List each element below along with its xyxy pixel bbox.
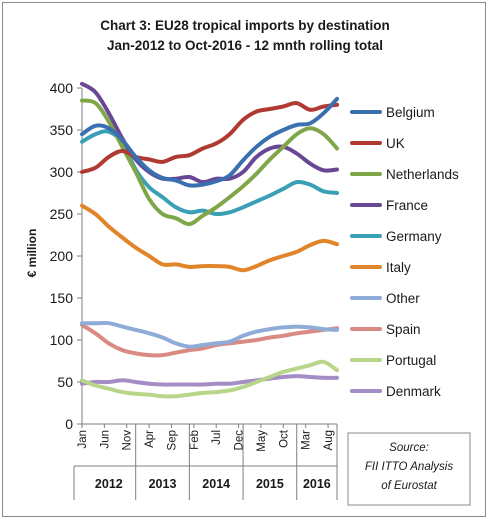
series-line-uk — [80, 101, 339, 174]
series-line-denmark — [80, 374, 339, 387]
year-label: 2012 — [95, 477, 123, 491]
x-tick-label: Feb — [189, 430, 201, 450]
year-label: 2016 — [303, 477, 331, 491]
x-tick-label: Jul — [211, 430, 223, 445]
source-org: FII ITTO Analysis — [365, 461, 453, 473]
x-tick-label: Aug — [323, 430, 335, 450]
series-line-italy — [80, 203, 339, 273]
y-axis: 0 50 100 150 200 250 300 350 400 — [50, 80, 83, 432]
y-tick-label: 250 — [50, 206, 74, 222]
legend-label-spain: Spain — [386, 322, 421, 337]
chart-title: Chart 3: EU28 tropical imports by destin… — [100, 18, 390, 33]
y-tick-label: 350 — [50, 122, 74, 138]
source-box — [347, 432, 471, 506]
series-line-portugal — [80, 359, 339, 399]
x-tick-label: Dec — [234, 430, 246, 451]
chart-subtitle: Jan-2012 to Oct-2016 - 12 mnth rolling t… — [107, 38, 383, 53]
legend: Belgium UK Netherlands France Germany Italy Ot… — [350, 105, 459, 399]
y-tick-label: 50 — [57, 374, 73, 390]
x-tick-label: Jan — [77, 430, 89, 449]
x-tick-label: Jun — [99, 430, 111, 449]
legend-label-other: Other — [386, 291, 420, 306]
series-line-other — [80, 320, 339, 349]
y-tick-label: 0 — [65, 416, 73, 432]
x-tick-label: Apr — [144, 430, 156, 448]
source-label: Source: — [389, 442, 429, 454]
x-tick-label: Mar — [301, 430, 313, 450]
legend-label-portugal: Portugal — [386, 353, 436, 368]
year-label: 2013 — [149, 477, 177, 491]
y-tick-label: 150 — [50, 290, 74, 306]
source-dataset: of Eurostat — [381, 480, 437, 492]
series-lines — [80, 81, 339, 399]
series-line-belgium — [80, 96, 339, 188]
year-axis: 2012 2013 2014 2015 2016 — [73, 424, 338, 500]
legend-label-denmark: Denmark — [386, 384, 441, 399]
y-tick-label: 300 — [50, 164, 74, 180]
series-line-netherlands — [80, 98, 339, 227]
x-tick-label: Nov — [122, 430, 134, 451]
y-tick-label: 200 — [50, 248, 74, 264]
legend-label-france: France — [386, 198, 428, 213]
legend-label-germany: Germany — [386, 229, 442, 244]
y-tick-label: 400 — [50, 80, 74, 96]
x-axis: Jan Jun Nov Apr Sep Feb Jul Dec May Oct Mar Aug — [77, 423, 337, 452]
legend-label-belgium: Belgium — [386, 105, 435, 120]
y-tick-label: 100 — [50, 332, 74, 348]
year-label: 2015 — [256, 477, 284, 491]
series-line-spain — [80, 322, 339, 358]
x-tick-label: May — [256, 430, 268, 452]
year-label: 2014 — [202, 477, 230, 491]
x-tick-label: Oct — [278, 429, 290, 448]
y-axis-label: € million — [25, 229, 39, 278]
x-tick-label: Sep — [166, 430, 178, 450]
legend-label-netherlands: Netherlands — [386, 167, 459, 182]
legend-label-uk: UK — [386, 136, 405, 151]
legend-label-italy: Italy — [386, 260, 411, 275]
